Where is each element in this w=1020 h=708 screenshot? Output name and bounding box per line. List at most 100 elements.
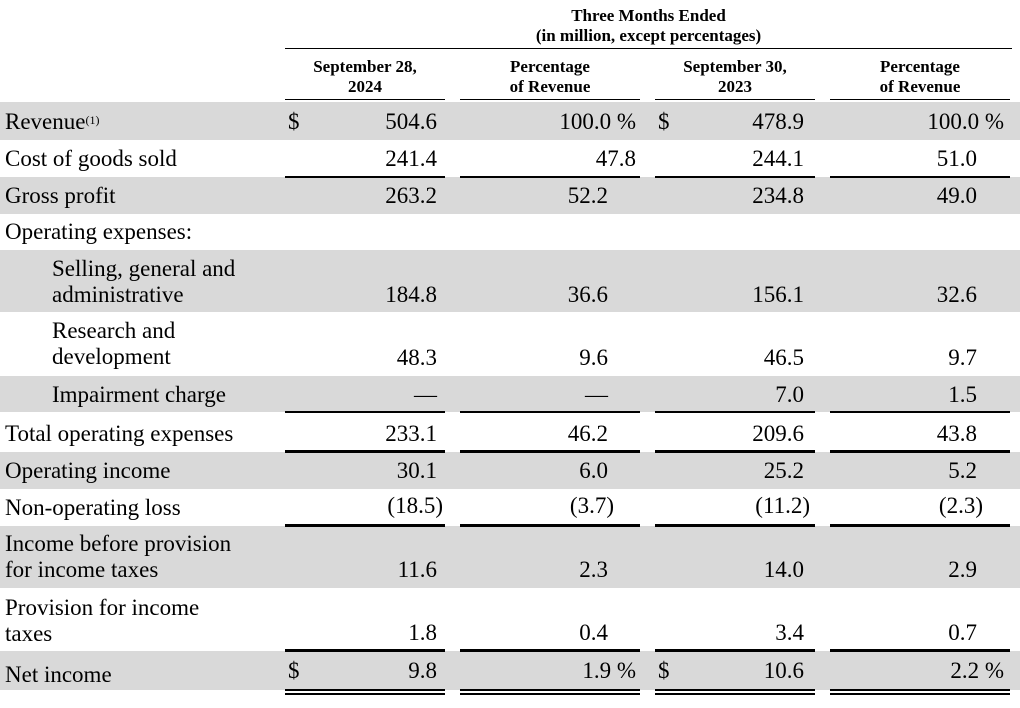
- header-rule: [285, 48, 1012, 49]
- column-header-rule: [285, 99, 445, 100]
- row-shading: [0, 452, 1020, 489]
- column-header-sep-2023: September 30, 2023: [655, 57, 815, 97]
- row-label-line2: administrative: [52, 282, 184, 307]
- table-cell: 9.6: [579, 345, 608, 370]
- table-cell: 263.2: [385, 183, 437, 208]
- currency-symbol: $: [288, 658, 300, 683]
- row-label-line2: taxes: [5, 621, 53, 646]
- table-cell: 10.6: [763, 658, 804, 683]
- table-cell: —: [414, 382, 437, 407]
- table-cell: 504.6: [385, 109, 437, 134]
- subtotal-rule: [830, 176, 1010, 178]
- row-label-line1: Research and: [52, 318, 176, 343]
- currency-symbol: $: [658, 658, 670, 683]
- table-cell: (11.2): [755, 493, 810, 518]
- table-cell: 32.6: [936, 282, 977, 307]
- subtotal-rule: [285, 524, 445, 527]
- subtotal-rule: [655, 411, 815, 413]
- column-header-sep-2024: September 28, 2024: [285, 57, 445, 97]
- total-double-rule: [460, 689, 640, 695]
- table-cell: 5.2: [948, 458, 977, 483]
- row-shading: [0, 526, 1020, 588]
- column-header-line2: of Revenue: [509, 77, 591, 96]
- table-cell: (3.7): [569, 493, 614, 518]
- currency-symbol: $: [288, 109, 300, 134]
- subtotal-rule: [830, 450, 1010, 453]
- table-cell: 1.5: [948, 382, 977, 407]
- subtotal-rule: [655, 649, 815, 652]
- row-label-line1: Provision for income: [5, 595, 200, 620]
- row-label-cogs: Cost of goods sold: [5, 146, 177, 171]
- row-label-income-before-tax: Income before provision for income taxes: [5, 531, 231, 583]
- table-cell: 9.7: [948, 345, 977, 370]
- table-cell: 2.2 %: [950, 658, 1004, 683]
- table-cell: 3.4: [775, 620, 804, 645]
- column-header-line2: 2024: [348, 77, 382, 96]
- subtotal-rule: [460, 411, 640, 413]
- table-cell: 234.8: [752, 183, 804, 208]
- period-heading-line1: Three Months Ended: [571, 6, 726, 25]
- column-header-rule: [655, 99, 815, 100]
- subtotal-rule: [655, 524, 815, 527]
- row-label-gross-profit: Gross profit: [5, 183, 116, 208]
- table-cell: 478.9: [752, 109, 804, 134]
- column-header-rule: [830, 99, 1010, 100]
- column-header-line2: of Revenue: [879, 77, 961, 96]
- column-header-line2: 2023: [718, 77, 752, 96]
- subtotal-rule: [460, 176, 640, 178]
- table-cell: 241.4: [385, 146, 437, 171]
- row-label-impairment: Impairment charge: [52, 382, 226, 407]
- row-label-line2: development: [52, 344, 171, 369]
- table-cell: 36.6: [567, 282, 608, 307]
- period-heading-line2: (in million, except percentages): [535, 26, 762, 45]
- row-label-operating-expenses: Operating expenses:: [5, 219, 193, 244]
- row-label-sga: Selling, general and administrative: [52, 256, 235, 308]
- table-cell: 1.8: [408, 620, 437, 645]
- total-double-rule: [285, 689, 445, 695]
- period-heading: Three Months Ended (in million, except p…: [285, 6, 1012, 46]
- subtotal-rule: [285, 176, 445, 178]
- table-cell: 6.0: [579, 458, 608, 483]
- table-cell: 2.3: [579, 557, 608, 582]
- subtotal-rule: [460, 649, 640, 652]
- table-cell: 100.0 %: [927, 109, 1004, 134]
- subtotal-rule: [460, 450, 640, 453]
- row-shading: [0, 177, 1020, 214]
- table-cell: 1.9 %: [582, 658, 636, 683]
- table-cell: 14.0: [763, 557, 804, 582]
- table-cell: 184.8: [385, 282, 437, 307]
- row-label-provision-tax: Provision for income taxes: [5, 595, 199, 647]
- column-header-line1: September 30,: [683, 57, 787, 76]
- table-cell: 0.7: [948, 620, 977, 645]
- row-label-line1: Income before provision: [5, 531, 232, 556]
- subtotal-rule: [830, 524, 1010, 527]
- table-cell: 11.6: [397, 557, 437, 582]
- subtotal-rule: [655, 176, 815, 178]
- table-cell: 2.9: [948, 557, 977, 582]
- table-cell: 0.4: [579, 620, 608, 645]
- column-header-line1: Percentage: [880, 57, 960, 76]
- table-cell: 48.3: [396, 345, 437, 370]
- row-label-operating-income: Operating income: [5, 458, 171, 483]
- table-cell: 46.2: [567, 421, 608, 446]
- subtotal-rule: [285, 649, 445, 652]
- column-header-line1: Percentage: [510, 57, 590, 76]
- table-cell: 30.1: [396, 458, 437, 483]
- table-cell: 49.0: [936, 183, 977, 208]
- table-cell: 244.1: [752, 146, 804, 171]
- column-header-rule: [460, 99, 640, 100]
- row-label-revenue: Revenue(1): [5, 109, 99, 135]
- table-cell: 209.6: [752, 421, 804, 446]
- table-cell: 25.2: [763, 458, 804, 483]
- table-cell: 100.0 %: [559, 109, 636, 134]
- subtotal-rule: [830, 649, 1010, 652]
- table-cell: (2.3): [938, 493, 983, 518]
- row-label-text: Revenue: [5, 109, 86, 134]
- column-header-pct-2023: Percentage of Revenue: [830, 57, 1010, 97]
- row-shading: [0, 651, 1020, 690]
- table-cell: 9.8: [408, 658, 437, 683]
- table-cell: —: [585, 382, 608, 407]
- total-double-rule: [655, 689, 815, 695]
- row-shading: [0, 102, 1020, 140]
- currency-symbol: $: [658, 109, 670, 134]
